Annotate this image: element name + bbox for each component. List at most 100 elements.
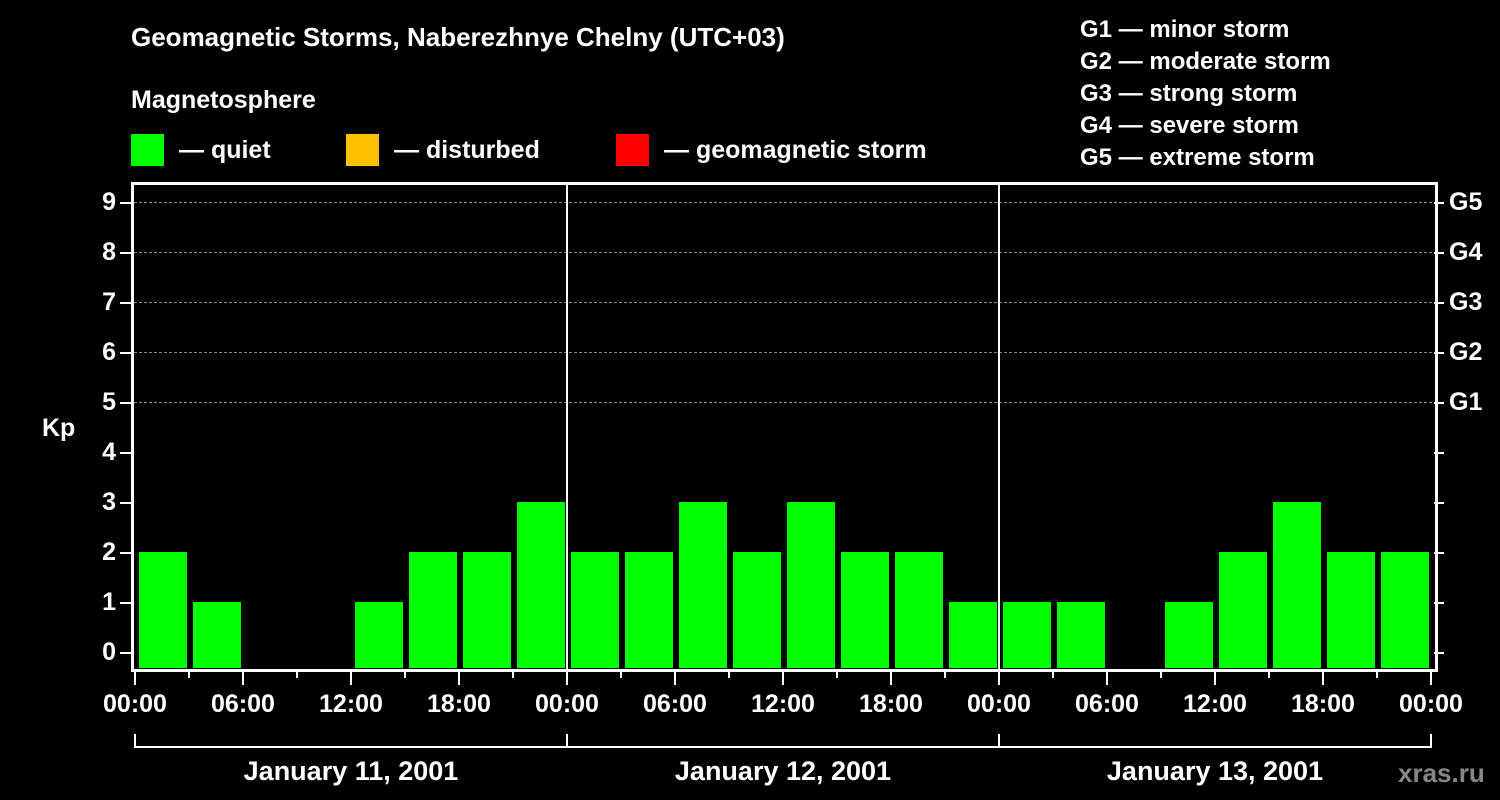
g-level-label: G4 [1449,238,1483,266]
y-tick-right [1434,552,1444,554]
y-tick [120,352,131,354]
x-tick-label: 00:00 [103,690,167,718]
g2-description: G2 — moderate storm [1080,48,1331,75]
kp-bar [733,552,781,668]
kp-bar [193,602,241,668]
x-tick-major [782,669,784,685]
x-tick-label: 18:00 [859,690,923,718]
y-tick [120,652,131,654]
legend-label: — quiet [179,135,271,164]
x-tick-major [674,669,676,685]
x-tick-label: 06:00 [1075,690,1139,718]
y-tick-right [1434,502,1444,504]
y-tick [120,302,131,304]
legend-quiet: — quiet [131,134,271,166]
kp-bar [517,502,565,668]
day-separator [998,182,1000,669]
day-label: January 11, 2001 [243,756,459,786]
x-tick-minor [836,669,838,678]
y-tick-label: 0 [102,638,116,666]
x-tick-major [890,669,892,685]
g-level-label: G1 [1449,388,1483,416]
x-tick-label: 00:00 [535,690,599,718]
day-bracket [135,746,1431,748]
y-tick [120,252,131,254]
plot-frame [131,182,1438,672]
x-tick-minor [404,669,406,678]
y-tick-right [1434,452,1444,454]
x-tick-minor [944,669,946,678]
x-tick-label: 06:00 [211,690,275,718]
g-level-legend: G1 — minor storm G2 — moderate storm G3 … [1080,14,1331,174]
x-tick-minor [1160,669,1162,678]
x-tick-major [1106,669,1108,685]
legend-label: — geomagnetic storm [664,135,927,164]
kp-bar [787,502,835,668]
x-tick-major [1322,669,1324,685]
y-tick-label: 5 [102,388,116,416]
y-tick-right [1434,252,1444,254]
kp-bar [463,552,511,668]
x-tick-label: 06:00 [643,690,707,718]
y-tick-right [1434,202,1444,204]
x-tick-minor [512,669,514,678]
x-tick-major [566,669,568,685]
kp-bar [1057,602,1105,668]
x-tick-minor [1376,669,1378,678]
y-tick-right [1434,352,1444,354]
x-tick-label: 12:00 [1183,690,1247,718]
y-tick-label: 3 [102,488,116,516]
y-tick-label: 7 [102,288,116,316]
chart-subtitle: Magnetosphere [131,86,316,114]
x-tick-major [1430,669,1432,685]
x-tick-label: 12:00 [319,690,383,718]
x-tick-minor [728,669,730,678]
y-tick-label: 6 [102,338,116,366]
x-tick-major [1214,669,1216,685]
disturbed-swatch-icon [346,134,379,166]
x-tick-minor [1052,669,1054,678]
x-tick-label: 00:00 [967,690,1031,718]
g1-description: G1 — minor storm [1080,16,1290,43]
kp-bar [355,602,403,668]
quiet-swatch-icon [131,134,164,166]
x-tick-major [350,669,352,685]
g-level-label: G3 [1449,288,1483,316]
x-tick-minor [188,669,190,678]
x-tick-minor [296,669,298,678]
y-tick [120,552,131,554]
kp-bar [625,552,673,668]
kp-bar [1219,552,1267,668]
y-tick-label: 2 [102,538,116,566]
y-tick-label: 4 [102,438,116,466]
y-tick-label: 8 [102,238,116,266]
y-tick-right [1434,602,1444,604]
kp-bar [571,552,619,668]
kp-bar [679,502,727,668]
x-tick-major [242,669,244,685]
x-tick-minor [1268,669,1270,678]
day-bracket-tick [998,734,1000,748]
y-tick [120,402,131,404]
y-tick [120,202,131,204]
y-tick-label: 1 [102,588,116,616]
x-tick-label: 18:00 [427,690,491,718]
day-label: January 12, 2001 [674,756,892,786]
day-bracket-tick [566,734,568,748]
chart-title: Geomagnetic Storms, Naberezhnye Chelny (… [131,22,785,52]
g-level-label: G5 [1449,188,1483,216]
gridline [134,402,1432,403]
x-tick-label: 12:00 [751,690,815,718]
kp-bar [895,552,943,668]
gridline [134,302,1432,303]
storm-swatch-icon [616,134,649,166]
kp-bar [1273,502,1321,668]
kp-bar [1165,602,1213,668]
legend-disturbed: — disturbed [346,134,540,166]
kp-bar [409,552,457,668]
y-tick [120,602,131,604]
x-tick-major [998,669,1000,685]
kp-bar [841,552,889,668]
day-bracket-tick [1430,734,1432,748]
y-tick-label: 9 [102,188,116,216]
